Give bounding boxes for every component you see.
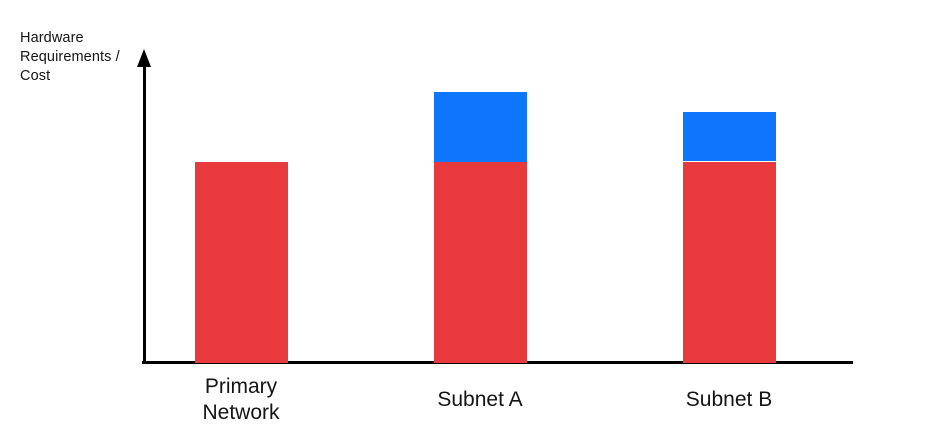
bar-segment-blue-overhead-3 <box>682 111 776 162</box>
bar-segment-red-base-3 <box>682 161 776 363</box>
bar-segment-red-base-1 <box>194 161 288 363</box>
category-label: Primary Network <box>202 375 280 424</box>
category-label: Subnet A <box>437 388 523 411</box>
bar-segment-red-base-2 <box>433 161 527 363</box>
category-label: Subnet B <box>685 388 773 411</box>
y-axis-title: Hardware Requirements / Cost <box>20 30 120 84</box>
y-axis-line <box>143 58 146 364</box>
bar-segment-blue-overhead-2 <box>433 91 527 162</box>
